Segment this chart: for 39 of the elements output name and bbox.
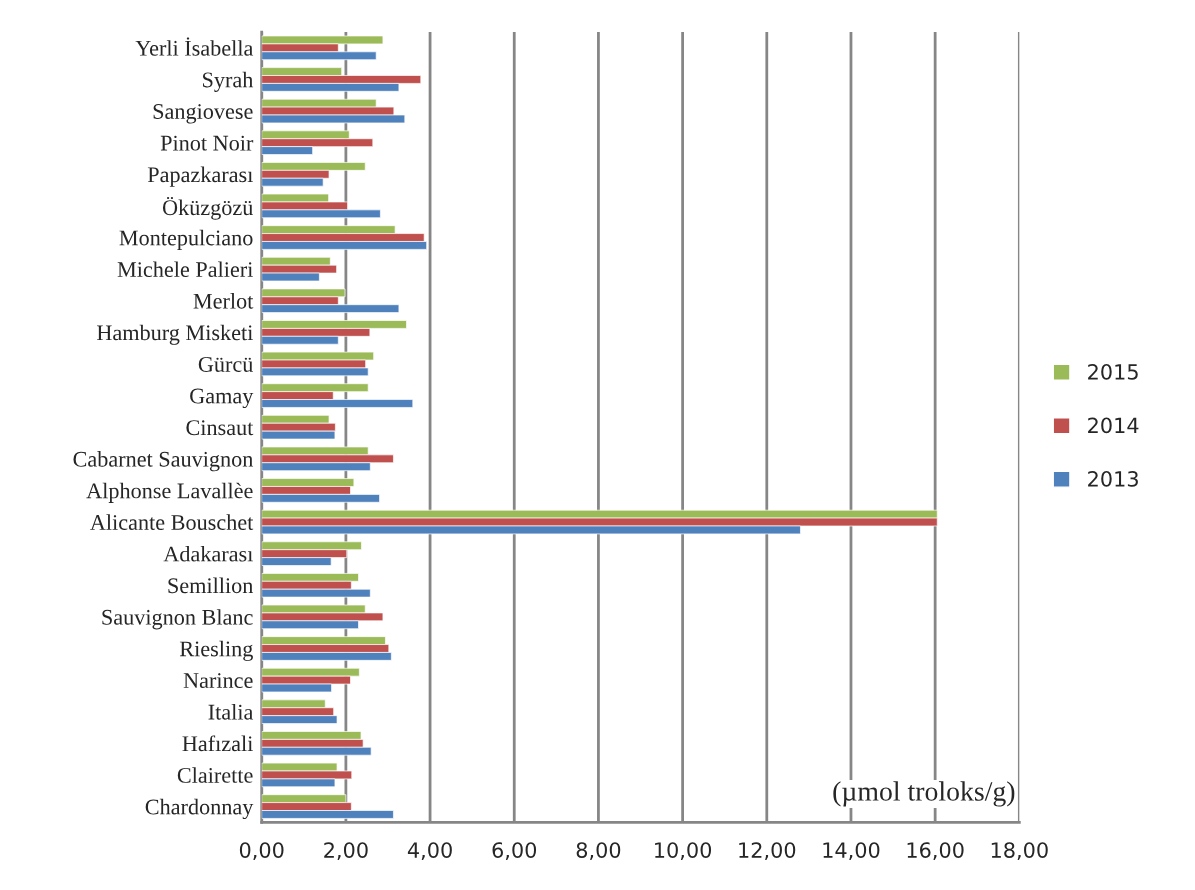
x-tick-label: 2,00 bbox=[324, 842, 368, 861]
y-tick-label: Sauvignon Blanc bbox=[102, 609, 253, 630]
y-tick-label: Semillion bbox=[168, 577, 254, 594]
y-tick-label: Narince bbox=[183, 673, 253, 689]
y-tick-label: Pinot Noir bbox=[160, 135, 254, 151]
annotation: (µmol troloks/g) bbox=[833, 781, 1015, 807]
y-tick-label: Clairette bbox=[177, 767, 253, 783]
y-tick-label: Hamburg Misketi bbox=[97, 324, 253, 345]
x-tick-label: 14,00 bbox=[823, 842, 880, 861]
legend-label: 2015 bbox=[1088, 363, 1138, 380]
legend-label: 2014 bbox=[1088, 417, 1139, 434]
y-tick-label: Riesling bbox=[179, 640, 253, 661]
y-tick-label: Hafızali bbox=[182, 735, 253, 752]
y-tick-label: Sangiovese bbox=[153, 104, 253, 124]
y-tick-label: Merlot bbox=[193, 293, 254, 309]
y-tick-label: Syrah bbox=[203, 71, 254, 92]
x-tick-label: 10,00 bbox=[655, 842, 712, 861]
x-tick-label: 6,00 bbox=[492, 842, 537, 861]
y-tick-label: Cinsaut bbox=[186, 420, 254, 436]
legend-label: 2013 bbox=[1088, 470, 1138, 487]
y-tick-label: Montepulciano bbox=[119, 229, 253, 250]
x-tick-label: 18,00 bbox=[991, 842, 1048, 861]
y-tick-label: Chardonnay bbox=[145, 798, 254, 820]
y-tick-label: Yerli İsabella bbox=[135, 37, 254, 56]
y-tick-label: Gürcü bbox=[198, 356, 253, 372]
y-tick-label: Alphonse Lavallèe bbox=[86, 482, 253, 503]
x-tick-label: 8,00 bbox=[576, 842, 621, 861]
y-tick-label: Michele Palieri bbox=[117, 261, 253, 278]
y-tick-label: Öküzgözü bbox=[162, 196, 253, 220]
x-tick-label: 12,00 bbox=[739, 842, 796, 861]
y-tick-label: Italia bbox=[208, 704, 254, 720]
y-tick-label: Gamay bbox=[190, 388, 254, 409]
x-tick-label: 0,00 bbox=[239, 842, 284, 861]
y-tick-label: Papazkarası bbox=[147, 166, 253, 187]
x-tick-label: 4,00 bbox=[407, 842, 452, 861]
y-tick-label: Adakarası bbox=[163, 545, 253, 562]
x-tick-label: 16,00 bbox=[907, 842, 964, 861]
y-tick-label: Cabarnet Sauvignon bbox=[73, 451, 254, 472]
y-tick-label: Alicante Bouschet bbox=[90, 514, 254, 530]
